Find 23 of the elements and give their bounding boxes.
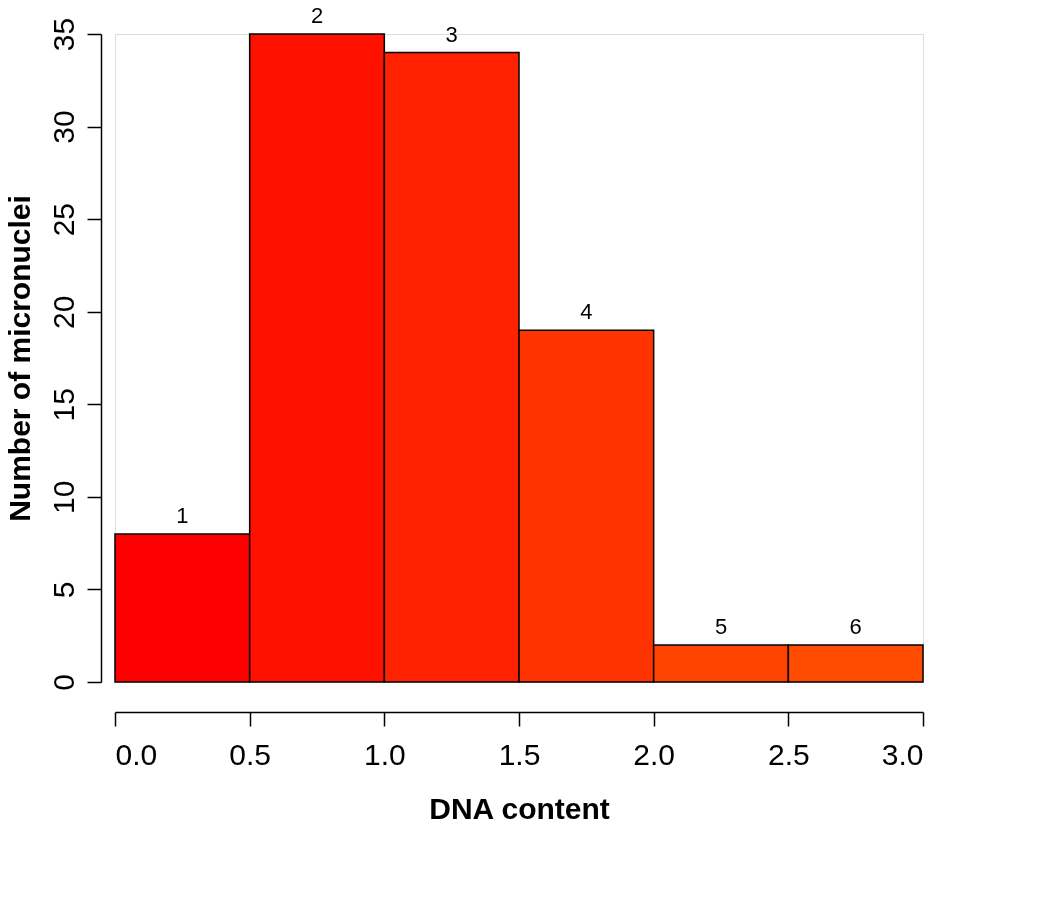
annotation: 5	[714, 613, 728, 639]
annotation: 2	[310, 3, 324, 28]
y-tick-label: 20	[46, 295, 80, 329]
x-tick-label: 3.0	[881, 737, 924, 771]
y-tick-label: 10	[46, 480, 80, 515]
y-tick-label: 15	[46, 388, 80, 422]
x-tick-label: 0.5	[229, 737, 272, 771]
y-tick-label: 35	[46, 17, 80, 52]
y-tick-label: 5	[46, 581, 80, 599]
x-tick-label: 2.5	[767, 737, 810, 771]
x-axis-title: DNA content	[429, 791, 610, 825]
x-tick-label: 0.0	[115, 737, 158, 771]
y-tick-label: 25	[46, 202, 80, 237]
y-tick-label: 30	[46, 110, 80, 144]
annotation: 1	[176, 502, 189, 528]
annotation: 4	[580, 299, 593, 325]
x-tick-label: 1.5	[498, 737, 541, 771]
y-axis-title: Number of micronuclei	[2, 195, 36, 522]
x-tick-label: 1.0	[363, 737, 406, 771]
annotation: 3	[445, 21, 458, 47]
annotation: 6	[849, 613, 862, 639]
x-tick-label: 2.0	[633, 737, 676, 771]
y-tick-label: 0	[46, 674, 80, 691]
